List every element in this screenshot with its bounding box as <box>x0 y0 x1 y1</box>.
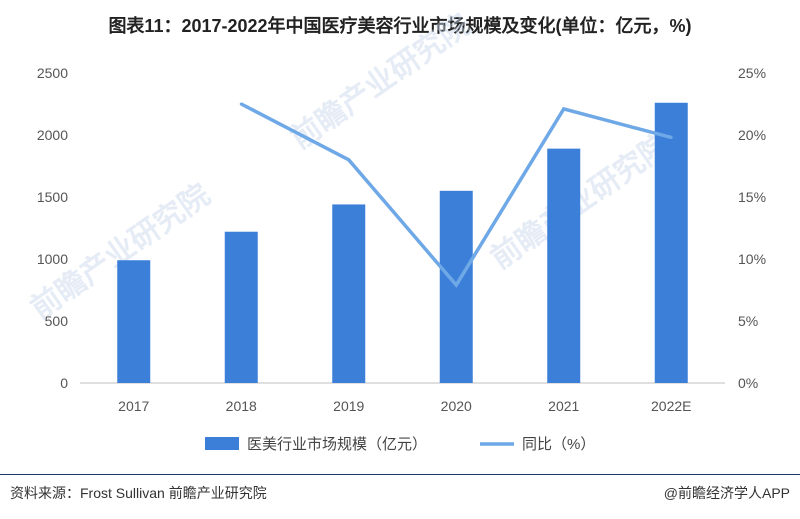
right-y-tick-label: 0% <box>738 375 758 391</box>
x-tick-label: 2021 <box>548 398 579 414</box>
x-tick-label: 2020 <box>441 398 472 414</box>
x-tick-label: 2022E <box>651 398 691 414</box>
left-y-tick-label: 1500 <box>37 189 68 205</box>
chart-title: 图表11：2017-2022年中国医疗美容行业市场规模及变化(单位：亿元，%) <box>108 16 692 36</box>
right-y-tick-label: 25% <box>738 65 766 81</box>
right-y-tick-label: 20% <box>738 127 766 143</box>
left-y-tick-labels: 0 500 1000 1500 2000 2500 <box>37 65 68 391</box>
bar-series <box>117 102 688 383</box>
left-y-tick-label: 0 <box>60 375 68 391</box>
footer-divider <box>0 474 800 475</box>
right-y-tick-label: 10% <box>738 251 766 267</box>
x-tick-label: 2017 <box>118 398 149 414</box>
x-tick-labels: 2017 2018 2019 2020 2021 2022E <box>118 398 691 414</box>
left-y-tick-label: 500 <box>45 313 69 329</box>
legend-swatch-bar <box>205 437 239 450</box>
left-y-tick-label: 1000 <box>37 251 68 267</box>
line-series <box>239 102 673 289</box>
left-y-tick-label: 2500 <box>37 65 68 81</box>
bar-2018 <box>224 231 258 383</box>
watermark-text: 前瞻产业研究院 <box>285 7 477 155</box>
legend-label-line: 同比（%） <box>522 436 595 453</box>
x-tick-label: 2018 <box>226 398 257 414</box>
growth-point-2021 <box>562 107 566 111</box>
watermark-text: 前瞻产业研究院 <box>485 127 677 275</box>
growth-point-2018 <box>239 102 243 106</box>
right-y-tick-labels: 0% 5% 10% 15% 20% 25% <box>738 65 766 391</box>
source-note: 资料来源：Frost Sullivan 前瞻产业研究院 <box>10 485 267 501</box>
bar-2021 <box>547 148 581 383</box>
right-y-tick-label: 15% <box>738 189 766 205</box>
growth-point-2019 <box>347 158 351 162</box>
legend: 医美行业市场规模（亿元） 同比（%） <box>205 436 595 453</box>
bar-2019 <box>332 204 366 383</box>
right-y-tick-label: 5% <box>738 313 758 329</box>
x-tick-label: 2019 <box>333 398 364 414</box>
bar-2017 <box>117 260 151 383</box>
legend-label-bar: 医美行业市场规模（亿元） <box>247 436 427 453</box>
growth-point-2022E <box>669 135 673 139</box>
credit-note: @前瞻经济学人APP <box>663 485 790 501</box>
growth-point-2020 <box>454 283 458 287</box>
bar-2022E <box>654 102 688 383</box>
left-y-tick-label: 2000 <box>37 127 68 143</box>
